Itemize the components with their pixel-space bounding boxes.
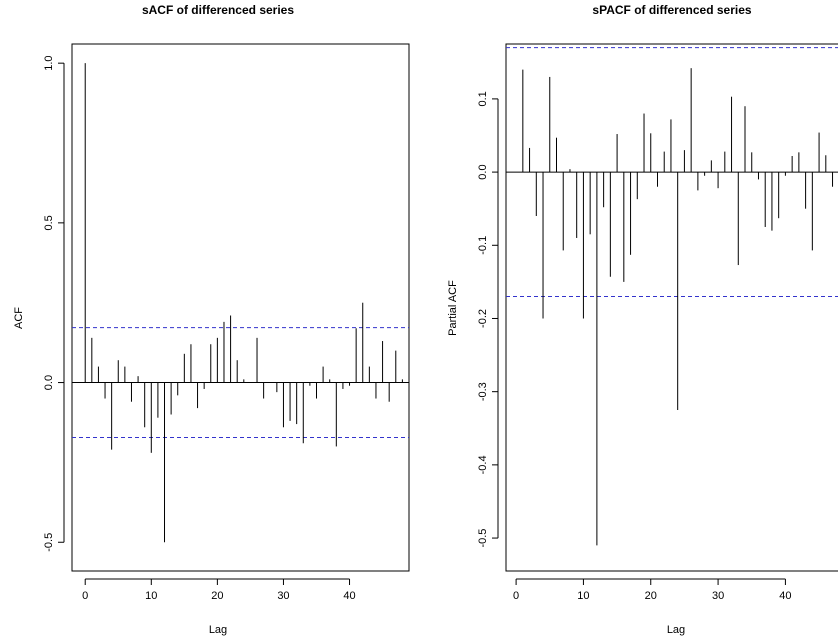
pacf-y-tick-label: 0.1: [477, 91, 489, 106]
pacf-plot-frame: [505, 43, 838, 572]
acf-x-ticks: 0 10 20 30 40: [82, 578, 356, 602]
acf-x-tick-label: 30: [277, 590, 289, 602]
acf-plot-frame: [71, 43, 410, 572]
acf-x-tick-label: 0: [82, 590, 88, 602]
pacf-confidence-bands: [506, 47, 838, 298]
acf-x-tick-label: 20: [211, 590, 223, 602]
pacf-x-tick-label: 10: [577, 590, 589, 602]
acf-confidence-bands: [72, 327, 409, 438]
pacf-y-tick-label: -0.3: [477, 382, 489, 401]
acf-y-tick-label: 1.0: [43, 56, 55, 71]
pacf-x-tick-label: 0: [513, 590, 519, 602]
acf-y-tick-label: 0.5: [43, 215, 55, 230]
pacf-x-tick-label: 20: [645, 590, 657, 602]
pacf-title: sPACF of differenced series: [592, 3, 751, 17]
acf-y-axis-label: ACF: [13, 307, 25, 329]
pacf-y-tick-label: -0.5: [477, 529, 489, 548]
pacf-x-tick-label: 30: [712, 590, 724, 602]
pacf-y-ticks: 0.1 0.0 -0.1 -0.2 -0.3 -0.4 -0.5: [477, 91, 499, 548]
pacf-x-axis-label: Lag: [667, 624, 685, 636]
acf-x-axis-label: Lag: [209, 624, 227, 636]
pacf-x-tick-label: 40: [779, 590, 791, 602]
pacf-y-tick-label: -0.1: [477, 236, 489, 255]
pacf-y-tick-label: -0.2: [477, 309, 489, 328]
acf-y-tick-label: -0.5: [43, 533, 55, 552]
pacf-y-tick-label: 0.0: [477, 164, 489, 179]
acf-x-tick-label: 40: [343, 590, 355, 602]
acf-panel: sACF of differenced series Lag ACF 0 10 20…: [13, 3, 410, 636]
acf-y-tick-label: 0.0: [43, 375, 55, 390]
acf-title: sACF of differenced series: [142, 3, 294, 17]
pacf-panel: sPACF of differenced series Lag Partial …: [447, 3, 838, 636]
pacf-y-axis-label: Partial ACF: [447, 280, 459, 336]
acf-bars: [84, 63, 403, 543]
acf-x-tick-label: 10: [145, 590, 157, 602]
pacf-x-ticks: 0 10 20 30 40: [513, 578, 792, 602]
acf-y-ticks: 1.0 0.5 0.0 -0.5: [43, 56, 65, 552]
pacf-bars: [522, 68, 834, 546]
pacf-y-tick-label: -0.4: [477, 455, 489, 474]
